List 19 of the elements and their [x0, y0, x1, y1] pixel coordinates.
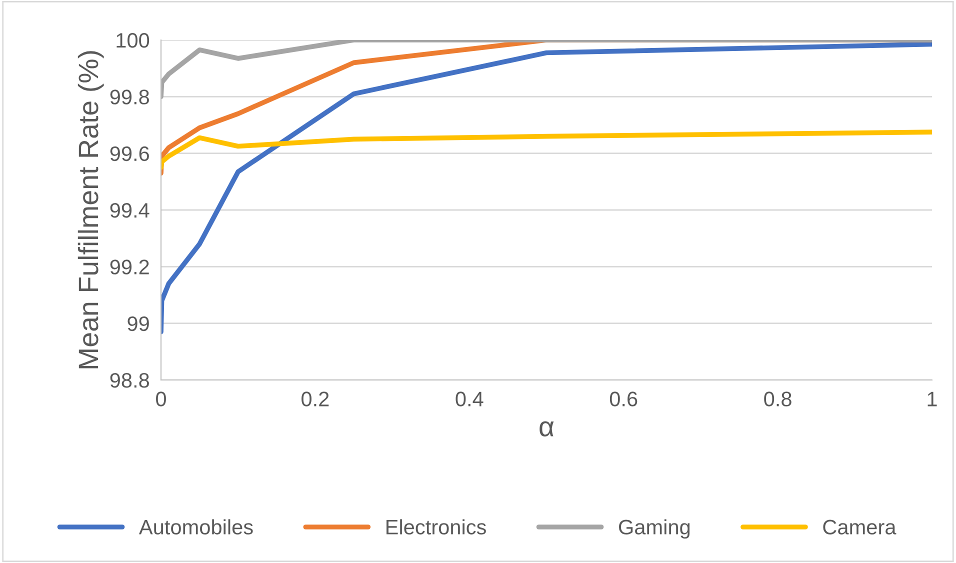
x-tick-label: 1 [928, 392, 937, 406]
legend-label: Automobiles [138, 519, 253, 534]
x-tick-label: 0.4 [456, 392, 484, 406]
y-axis-title: Mean Fulfillment Rate (%) [78, 51, 104, 368]
y-tick-label: 99.6 [110, 146, 149, 162]
y-tick-label: 99.4 [110, 203, 150, 218]
y-tick-label: 99 [128, 316, 149, 332]
y-tick-label: 98.8 [110, 373, 149, 388]
y-tick-label: 99.8 [110, 90, 149, 104]
y-tick-label: 100 [116, 33, 150, 48]
legend-label: Camera [823, 520, 896, 534]
x-tick-label: 0.2 [302, 392, 329, 406]
x-tick-label: 0 [156, 392, 166, 406]
x-tick-label: 0.6 [610, 392, 638, 406]
x-tick-label: 0.8 [764, 392, 792, 406]
y-tick-label: 99.2 [110, 260, 149, 274]
x-axis-title: α [540, 421, 554, 436]
legend-label: Electronics [386, 519, 486, 534]
legend-label: Gaming [619, 519, 690, 539]
